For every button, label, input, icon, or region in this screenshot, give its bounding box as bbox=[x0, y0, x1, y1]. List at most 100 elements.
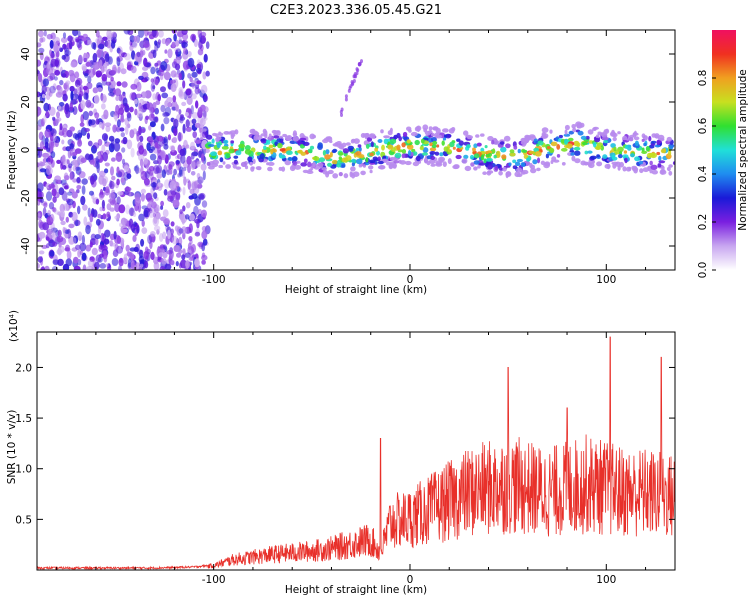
signal-cell bbox=[294, 164, 302, 170]
signal-cell bbox=[442, 137, 447, 141]
signal-cell bbox=[650, 152, 657, 159]
noise-cell bbox=[59, 123, 63, 131]
snr-x-axis-label: Height of straight line (km) bbox=[285, 584, 427, 596]
noise-cell bbox=[105, 186, 110, 194]
noise-cell bbox=[201, 153, 205, 163]
noise-cell bbox=[154, 107, 159, 115]
noise-cell bbox=[76, 189, 80, 194]
noise-cell bbox=[150, 182, 158, 188]
noise-cell bbox=[130, 83, 138, 90]
noise-cell bbox=[76, 177, 81, 184]
signal-cell bbox=[206, 161, 211, 166]
noise-cell bbox=[100, 232, 104, 242]
signal-cell bbox=[406, 139, 411, 144]
noise-cell bbox=[109, 70, 117, 75]
signal-cell bbox=[309, 133, 316, 140]
signal-cell bbox=[600, 133, 604, 137]
noise-cell bbox=[186, 96, 193, 105]
noise-cell bbox=[115, 152, 123, 162]
noise-cell bbox=[164, 100, 169, 108]
signal-cell bbox=[561, 162, 566, 166]
noise-cell bbox=[132, 235, 137, 242]
signal-cell bbox=[309, 145, 315, 150]
noise-cell bbox=[157, 39, 162, 45]
noise-cell bbox=[116, 235, 122, 244]
signal-cell bbox=[442, 161, 447, 168]
signal-cell bbox=[260, 138, 266, 142]
signal-cell bbox=[360, 170, 366, 176]
signal-cell bbox=[406, 144, 414, 150]
noise-cell bbox=[143, 209, 149, 218]
signal-cell bbox=[447, 149, 452, 153]
signal-cell bbox=[482, 171, 487, 175]
noise-cell bbox=[47, 226, 54, 232]
signal-cell bbox=[430, 137, 437, 143]
noise-cell bbox=[176, 252, 182, 258]
noise-cell bbox=[170, 145, 176, 153]
signal-cell bbox=[596, 154, 600, 158]
noise-cell bbox=[87, 75, 92, 84]
noise-cell bbox=[193, 205, 199, 216]
noise-cell bbox=[197, 30, 202, 39]
signal-cell bbox=[658, 155, 662, 161]
colorbar-ticks: 0.0 0.2 0.4 0.6 0.8 bbox=[697, 70, 716, 278]
noise-cell bbox=[138, 30, 145, 38]
signal-cell bbox=[435, 127, 441, 134]
signal-cell bbox=[205, 134, 213, 140]
signal-cell bbox=[441, 140, 445, 146]
signal-cell bbox=[431, 132, 435, 137]
noise-cell bbox=[176, 226, 182, 236]
signal-cell bbox=[398, 136, 403, 142]
noise-cell bbox=[125, 125, 129, 135]
noise-cell bbox=[156, 173, 163, 179]
noise-cell bbox=[157, 155, 162, 165]
noise-cell bbox=[58, 102, 65, 107]
noise-cell bbox=[119, 222, 123, 228]
noise-cell bbox=[160, 205, 164, 210]
noise-cell bbox=[156, 229, 160, 235]
noise-cell bbox=[55, 118, 60, 124]
noise-cell bbox=[82, 204, 88, 211]
signal-cell bbox=[561, 147, 568, 152]
signal-cell bbox=[264, 130, 268, 137]
signal-cell bbox=[508, 162, 512, 166]
signal-cell bbox=[503, 135, 511, 142]
signal-cell bbox=[307, 161, 312, 168]
signal-cell bbox=[393, 134, 398, 140]
noise-cell bbox=[180, 114, 184, 119]
signal-cell bbox=[389, 156, 396, 161]
noise-cell bbox=[175, 159, 181, 165]
spectrogram-axes: -100 0 100 -40 -20 0 20 40 bbox=[20, 30, 675, 286]
noise-cell bbox=[196, 80, 202, 85]
signal-cell bbox=[383, 135, 390, 139]
noise-cell bbox=[72, 30, 79, 37]
signal-cell bbox=[530, 167, 537, 174]
noise-cell bbox=[81, 234, 85, 245]
signal-cell bbox=[582, 141, 588, 146]
noise-cell bbox=[112, 124, 117, 133]
signal-cell bbox=[668, 170, 673, 176]
signal-cell bbox=[218, 132, 224, 137]
noise-cell bbox=[181, 101, 187, 107]
noise-cell bbox=[148, 125, 152, 131]
signal-cell bbox=[594, 137, 601, 143]
noise-cell bbox=[191, 118, 197, 125]
snr-panel: -100 0 100 0.5 1.0 1.5 2.0 Height of straight … bbox=[6, 310, 676, 596]
noise-cell bbox=[69, 85, 75, 92]
noise-cell bbox=[187, 164, 191, 174]
noise-cell bbox=[160, 104, 166, 113]
signal-cell bbox=[602, 154, 608, 159]
signal-cell bbox=[633, 167, 638, 174]
noise-cell bbox=[38, 30, 44, 38]
signal-cell bbox=[536, 167, 541, 172]
signal-cell bbox=[300, 162, 308, 167]
noise-cell bbox=[191, 93, 197, 100]
noise-cell bbox=[59, 203, 65, 213]
signal-cell bbox=[337, 159, 341, 166]
signal-cell bbox=[442, 128, 449, 133]
noise-cell bbox=[69, 143, 75, 150]
noise-cell bbox=[143, 40, 150, 48]
noise-cell bbox=[190, 160, 196, 170]
signal-cell bbox=[634, 140, 639, 146]
noise-cell bbox=[60, 179, 67, 186]
